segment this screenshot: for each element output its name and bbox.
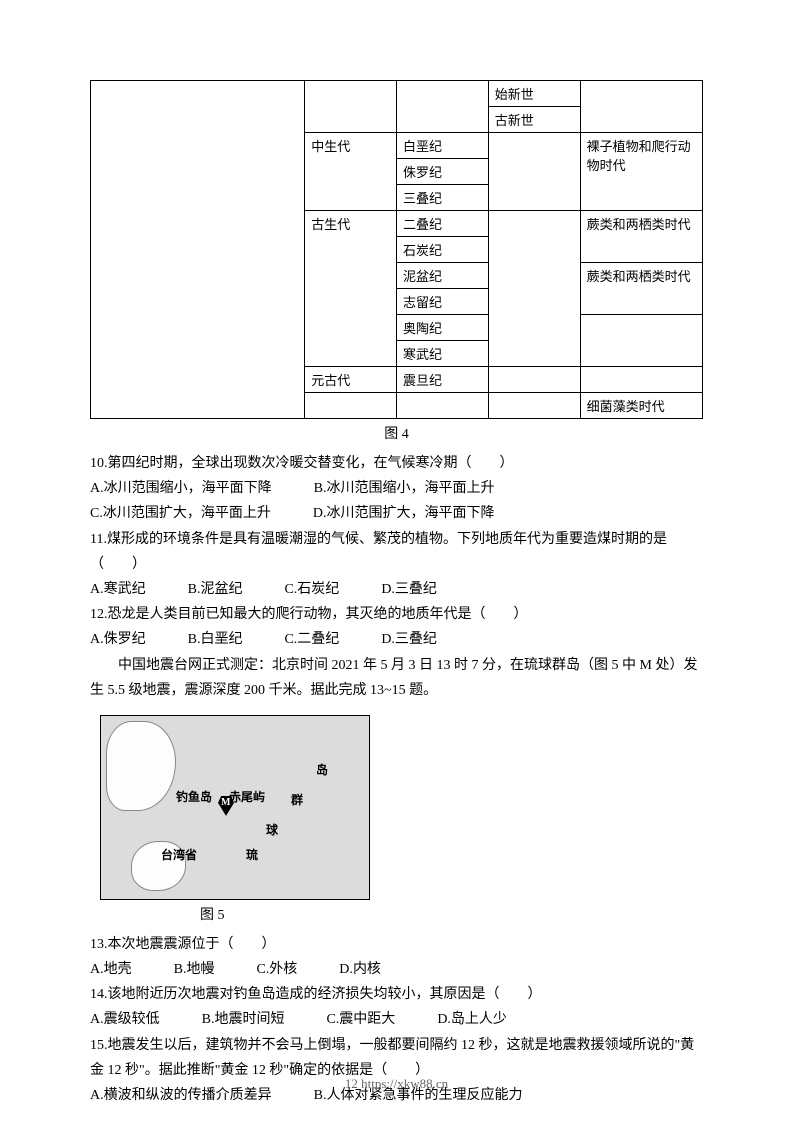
cell bbox=[488, 133, 580, 211]
cell bbox=[305, 393, 397, 419]
q14-opt-a: A.震级较低 bbox=[90, 1012, 160, 1027]
q14-opt-b: B.地震时间短 bbox=[202, 1012, 285, 1027]
question-15: 15.地震发生以后，建筑物并不会马上倒塌，一般都要间隔约 12 秒，这就是地震救… bbox=[90, 1033, 703, 1109]
q12-opt-b: B.白垩纪 bbox=[188, 632, 243, 647]
cell: 古生代 bbox=[305, 211, 397, 367]
q10-opt-b: B.冰川范围缩小，海平面上升 bbox=[314, 481, 495, 496]
q11-text: 11.煤形成的环境条件是具有温暖潮湿的气候、繁茂的植物。下列地质年代为重要造煤时… bbox=[90, 527, 703, 577]
question-11: 11.煤形成的环境条件是具有温暖潮湿的气候、繁茂的植物。下列地质年代为重要造煤时… bbox=[90, 527, 703, 603]
cell: 始新世 bbox=[488, 81, 580, 107]
table-row: 始新世 bbox=[91, 81, 703, 107]
label-chiweishan: 赤尾屿 bbox=[229, 788, 265, 805]
label-dao: 岛 bbox=[316, 761, 328, 778]
q13-opt-b: B.地幔 bbox=[174, 962, 215, 977]
figure5-map: 钓鱼岛 赤尾屿 M 台湾省 琉 球 群 岛 bbox=[100, 715, 370, 900]
cell: 石炭纪 bbox=[396, 237, 488, 263]
cell: 二叠纪 bbox=[396, 211, 488, 237]
q11-opt-d: D.三叠纪 bbox=[381, 582, 437, 597]
question-14: 14.该地附近历次地震对钓鱼岛造成的经济损失均较小，其原因是（ ） A.震级较低… bbox=[90, 982, 703, 1032]
figure4-caption: 图 4 bbox=[90, 423, 703, 443]
cell: 元古代 bbox=[305, 367, 397, 393]
label-diaoyudao: 钓鱼岛 bbox=[176, 788, 212, 805]
cell bbox=[580, 81, 702, 133]
page-footer: 12 https://xkw88.cn bbox=[0, 1076, 793, 1092]
q14-text: 14.该地附近历次地震对钓鱼岛造成的经济损失均较小，其原因是（ ） bbox=[90, 982, 703, 1007]
marker-text: M bbox=[221, 797, 230, 808]
label-liu: 琉 bbox=[246, 846, 258, 863]
q10-options-ab: A.冰川范围缩小，海平面下降 B.冰川范围缩小，海平面上升 bbox=[90, 476, 703, 501]
q10-opt-a: A.冰川范围缩小，海平面下降 bbox=[90, 481, 272, 496]
q10-text: 10.第四纪时期，全球出现数次冷暖交替变化，在气候寒冷期（ ） bbox=[90, 451, 703, 476]
cell bbox=[396, 393, 488, 419]
cell: 奥陶纪 bbox=[396, 315, 488, 341]
cell bbox=[580, 315, 702, 367]
cell: 细菌藻类时代 bbox=[580, 393, 702, 419]
question-10: 10.第四纪时期，全球出现数次冷暖交替变化，在气候寒冷期（ ） A.冰川范围缩小… bbox=[90, 451, 703, 527]
cell: 寒武纪 bbox=[396, 341, 488, 367]
cell bbox=[488, 211, 580, 367]
cell bbox=[580, 367, 702, 393]
question-13: 13.本次地震震源位于（ ） A.地壳 B.地幔 C.外核 D.内核 bbox=[90, 932, 703, 982]
cell: 蕨类和两栖类时代 bbox=[580, 211, 702, 263]
label-qun: 群 bbox=[291, 791, 303, 808]
geological-era-table: 始新世 古新世 中生代 白垩纪 裸子植物和爬行动物时代 侏罗纪 三叠纪 古生代 … bbox=[90, 80, 703, 419]
cell bbox=[488, 393, 580, 419]
cell: 白垩纪 bbox=[396, 133, 488, 159]
q10-opt-c: C.冰川范围扩大，海平面上升 bbox=[90, 506, 271, 521]
cell: 侏罗纪 bbox=[396, 159, 488, 185]
map-landmass bbox=[106, 721, 176, 811]
cell bbox=[305, 81, 397, 133]
q11-opt-b: B.泥盆纪 bbox=[188, 582, 243, 597]
q11-opt-c: C.石炭纪 bbox=[284, 582, 339, 597]
q10-opt-d: D.冰川范围扩大，海平面下降 bbox=[313, 506, 495, 521]
cell: 泥盆纪 bbox=[396, 263, 488, 289]
q12-text: 12.恐龙是人类目前已知最大的爬行动物，其灭绝的地质年代是（ ） bbox=[90, 602, 703, 627]
q14-opt-d: D.岛上人少 bbox=[437, 1012, 507, 1027]
cell bbox=[396, 81, 488, 133]
cell: 志留纪 bbox=[396, 289, 488, 315]
cell: 三叠纪 bbox=[396, 185, 488, 211]
cell: 蕨类和两栖类时代 bbox=[580, 263, 702, 315]
passage-13-15: 中国地震台网正式测定：北京时间 2021 年 5 月 3 日 13 时 7 分，… bbox=[90, 653, 703, 703]
q11-options: A.寒武纪 B.泥盆纪 C.石炭纪 D.三叠纪 bbox=[90, 577, 703, 602]
q12-opt-d: D.三叠纪 bbox=[381, 632, 437, 647]
q13-text: 13.本次地震震源位于（ ） bbox=[90, 932, 703, 957]
q13-opt-a: A.地壳 bbox=[90, 962, 132, 977]
cell: 裸子植物和爬行动物时代 bbox=[580, 133, 702, 211]
q14-opt-c: C.震中距大 bbox=[326, 1012, 395, 1027]
cell-empty bbox=[91, 81, 305, 419]
figure5-caption: 图 5 bbox=[200, 904, 703, 924]
label-qiu: 球 bbox=[266, 821, 278, 838]
q13-opt-c: C.外核 bbox=[256, 962, 297, 977]
q13-opt-d: 内核 bbox=[353, 962, 381, 977]
table-body: 始新世 古新世 中生代 白垩纪 裸子植物和爬行动物时代 侏罗纪 三叠纪 古生代 … bbox=[91, 81, 703, 419]
q12-opt-c: C.二叠纪 bbox=[284, 632, 339, 647]
q10-options-cd: C.冰川范围扩大，海平面上升 D.冰川范围扩大，海平面下降 bbox=[90, 501, 703, 526]
label-taiwan: 台湾省 bbox=[161, 846, 197, 863]
q14-options: A.震级较低 B.地震时间短 C.震中距大 D.岛上人少 bbox=[90, 1007, 703, 1032]
question-12: 12.恐龙是人类目前已知最大的爬行动物，其灭绝的地质年代是（ ） A.侏罗纪 B… bbox=[90, 602, 703, 652]
q13-options: A.地壳 B.地幔 C.外核 D.内核 bbox=[90, 957, 703, 982]
cell: 古新世 bbox=[488, 107, 580, 133]
cell: 中生代 bbox=[305, 133, 397, 211]
cell: 震旦纪 bbox=[396, 367, 488, 393]
q12-options: A.侏罗纪 B.白垩纪 C.二叠纪 D.三叠纪 bbox=[90, 627, 703, 652]
q11-opt-a: A.寒武纪 bbox=[90, 582, 146, 597]
q12-opt-a: A.侏罗纪 bbox=[90, 632, 146, 647]
cell bbox=[488, 367, 580, 393]
